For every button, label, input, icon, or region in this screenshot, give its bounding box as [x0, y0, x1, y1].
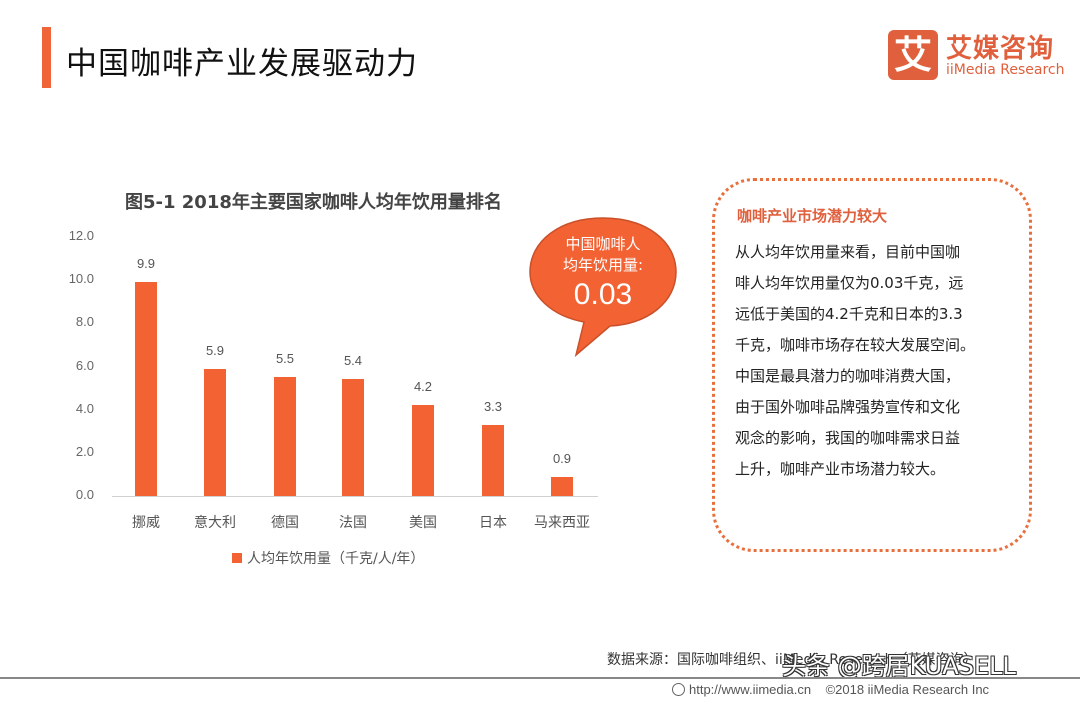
legend-label: 人均年饮用量（千克/人/年） [247, 551, 425, 567]
y-axis-tick: 0.0 [75, 487, 94, 502]
title-accent-bar [42, 27, 51, 88]
y-axis-tick: 8.0 [75, 314, 94, 330]
insight-line: 观念的影响，我国的咖啡需求日益 [735, 429, 961, 447]
bar-value-label: 5.9 [205, 342, 225, 358]
callout-value: 0.03 [573, 278, 633, 311]
footer: http://www.iimedia.cn ©2018 iiMedia Rese… [672, 682, 989, 697]
speech-bubble-callout: 中国咖啡人 均年饮用量: 0.03 [528, 214, 678, 360]
bar-value-label: 5.5 [275, 351, 295, 367]
bar-value-label: 0.9 [552, 450, 572, 466]
data-source: 数据来源：国际咖啡组织、iiMedia Research（艾媒咨询） [607, 652, 978, 668]
insight-line: 从人均年饮用量来看，目前中国咖 [735, 243, 961, 261]
insight-line: 由于国外咖啡品牌强势宣传和文化 [735, 398, 961, 416]
bar-value-label: 9.9 [136, 256, 156, 272]
bar-value-label: 3.3 [483, 398, 503, 414]
x-axis-label: 德国 [271, 515, 299, 531]
watermark: 头条 @跨居KUASELL [782, 652, 1016, 680]
callout-label-line1: 中国咖啡人 [565, 235, 641, 253]
insight-line: 中国是最具潜力的咖啡消费大国， [735, 367, 961, 385]
y-axis-tick: 2.0 [75, 443, 94, 459]
y-axis-tick: 12.0 [68, 228, 94, 243]
bar [412, 405, 434, 496]
globe-icon [672, 683, 685, 697]
bar [204, 368, 226, 496]
x-axis-line [112, 496, 598, 497]
bar [342, 379, 364, 496]
x-axis-label: 意大利 [194, 515, 236, 531]
x-axis-label: 美国 [409, 515, 437, 531]
bar [551, 476, 573, 496]
insight-line: 上升，咖啡产业市场潜力较大。 [735, 460, 946, 478]
logo-name-cn: 艾媒咨询 [946, 34, 1055, 64]
insight-title: 咖啡产业市场潜力较大 [737, 207, 888, 225]
insight-line: 千克，咖啡市场存在较大发展空间。 [735, 336, 976, 354]
bar [482, 424, 504, 496]
insight-box: 咖啡产业市场潜力较大 从人均年饮用量来看，目前中国咖 啡人均年饮用量仅为0.03… [712, 178, 1032, 552]
x-axis-label: 法国 [339, 515, 367, 531]
logo-name-en: iiMedia Research [946, 62, 1065, 78]
bar-value-label: 5.4 [343, 353, 363, 369]
bar [274, 377, 296, 496]
y-axis-tick: 10.0 [68, 271, 94, 287]
insight-line: 远低于美国的4.2千克和日本的3.3 [735, 305, 963, 323]
x-axis-label: 日本 [479, 515, 507, 531]
footer-url[interactable]: http://www.iimedia.cn [689, 682, 812, 697]
x-axis-label: 马来西亚 [534, 515, 590, 531]
legend-swatch-icon [232, 553, 242, 563]
logo-ai-icon: 艾 [888, 30, 938, 80]
speech-bubble-icon [529, 217, 677, 358]
insight-line: 啡人均年饮用量仅为0.03千克，远 [735, 274, 964, 292]
chart-legend: 人均年饮用量（千克/人/年） [232, 548, 424, 568]
footer-divider [0, 677, 1080, 679]
insight-body: 从人均年饮用量来看，目前中国咖 啡人均年饮用量仅为0.03千克，远 远低于美国的… [735, 237, 1019, 485]
y-axis-tick: 4.0 [75, 400, 94, 416]
bar-value-label: 4.2 [413, 379, 433, 395]
x-axis-label: 挪威 [132, 515, 160, 531]
callout-label: 中国咖啡人 均年饮用量: [528, 234, 678, 276]
y-axis-tick: 6.0 [75, 357, 94, 373]
chart-title: 图5-1 2018年主要国家咖啡人均年饮用量排名 [125, 192, 502, 213]
page-title: 中国咖啡产业发展驱动力 [66, 46, 418, 82]
callout-label-line2: 均年饮用量: [562, 256, 644, 274]
bar [135, 282, 157, 496]
footer-copyright: ©2018 iiMedia Research Inc [825, 682, 990, 697]
